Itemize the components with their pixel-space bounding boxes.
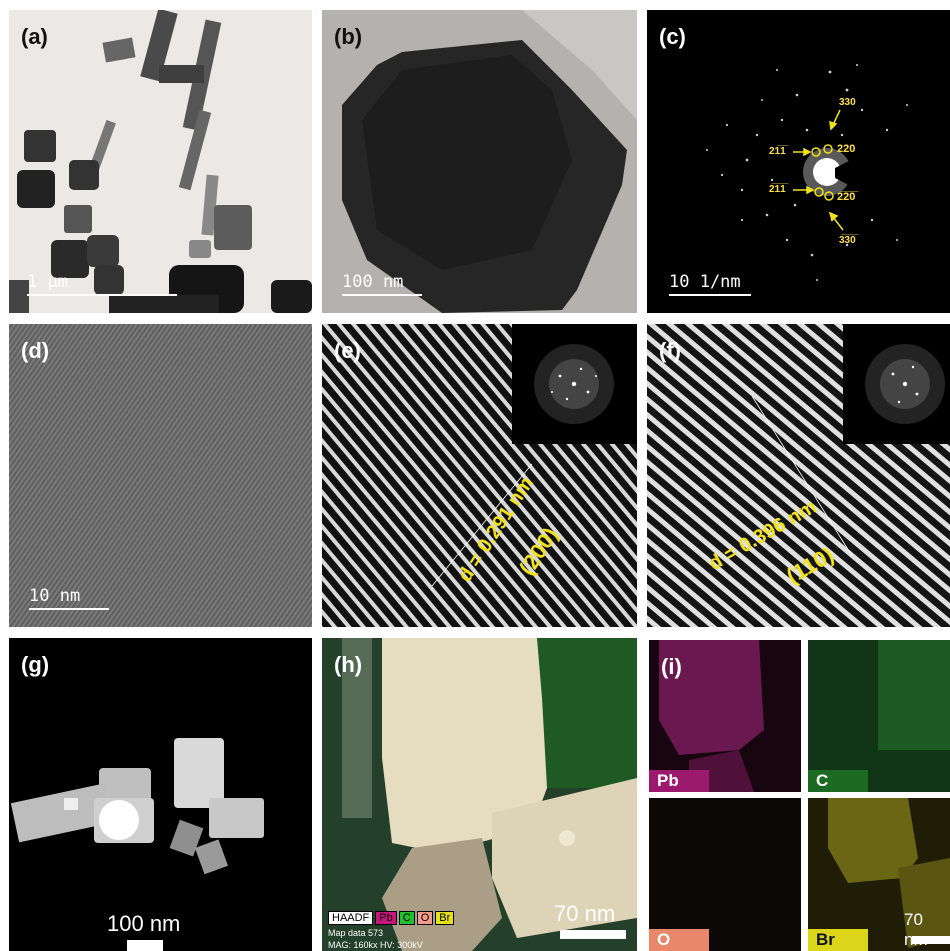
fft-pattern [512,324,637,444]
panel-i-elemental-maps: (i) Pb C O Br 70 nm [647,638,950,951]
scale-bar-label: 1 µm [27,272,68,292]
channel-legend: HAADF Pb C O Br [328,911,455,925]
index-3-3-0: 3̅3̅0̅ [839,235,856,246]
map-o: O [649,798,801,951]
panel-label: (f) [659,338,681,363]
diffraction-spots [647,10,950,313]
map-pb: (i) Pb [649,640,801,792]
fft-pattern [843,324,950,444]
map-c: C [808,640,950,792]
element-label-pb: Pb [649,770,709,792]
index-220: 220 [837,143,856,155]
index-2-1-1: 2̅1̅1̅ [769,184,786,195]
panel-c-saed-pattern: (c) 330 220 21̅1̅ 2̅1̅1̅ 2̅2̅0̅ 3̅3̅0̅ 1… [647,10,950,313]
legend-pb: Pb [375,911,397,925]
panel-label: (e) [334,338,361,363]
scale-bar [912,936,950,944]
panel-b-micrograph [322,10,637,313]
panel-label: (i) [661,654,682,679]
lattice-fringes [9,324,312,627]
map-o-image [649,798,801,951]
scale-bar [127,940,163,951]
scale-bar-label: 70 nm [904,910,928,949]
element-label-br: Br [808,929,868,951]
map-data-label: Map data 573 [328,928,384,938]
scale-bar-label: 10 nm [29,586,81,606]
panel-f-ifft-image: (f) d = 0.396 nm (110) [647,324,950,627]
scale-bar-label: 100 nm [342,272,404,292]
scale-bar [342,294,422,296]
panel-d-hrtem-image: (d) 10 nm [9,324,312,627]
scale-bar [29,608,109,610]
scale-bar-label: 100 nm [107,911,181,936]
panel-label: (b) [334,24,363,49]
panel-label: (d) [21,338,50,363]
panel-b-tem-image: (b) 100 nm [322,10,637,313]
index-21-1: 21̅1̅ [769,146,786,157]
panel-a-tem-image: (a) 1 µm [9,10,312,313]
scale-bar-label: 10 1/nm [669,272,741,292]
panel-g-haadf-image: (g) 100 nm [9,638,312,951]
legend-c: C [398,911,415,925]
element-label-o: O [649,929,709,951]
panel-label: (g) [21,652,50,677]
panel-g-micrograph [9,638,312,951]
scale-bar [669,294,751,296]
scale-bar [27,294,177,296]
panel-label: (h) [334,652,363,677]
map-br: Br 70 nm [808,798,950,951]
panel-e-ifft-image: (e) d = 0.291 nm (200) [322,324,637,627]
panel-label: (c) [659,24,686,49]
fft-inset [512,324,637,444]
index-2-2-0: 2̅2̅0̅ [837,191,856,203]
panel-a-micrograph [9,10,312,313]
scale-bar [560,930,626,939]
panel-h-map [322,638,637,951]
fft-inset [843,324,950,444]
map-c-image [808,640,950,792]
map-br-image [808,798,950,951]
index-330: 330 [839,97,856,108]
legend-haadf: HAADF [328,911,374,925]
map-pb-image [649,640,801,792]
acquisition-label: MAG: 160kx HV: 300kV [328,940,423,950]
scale-bar-label: 70 nm [554,901,616,926]
element-label-c: C [808,770,868,792]
panel-h-eds-overlay: (h) HAADF Pb C O Br Map data 573 MAG: 16… [322,638,637,951]
panel-label: (a) [21,24,48,49]
legend-br: Br [435,911,455,925]
legend-o: O [416,911,434,925]
